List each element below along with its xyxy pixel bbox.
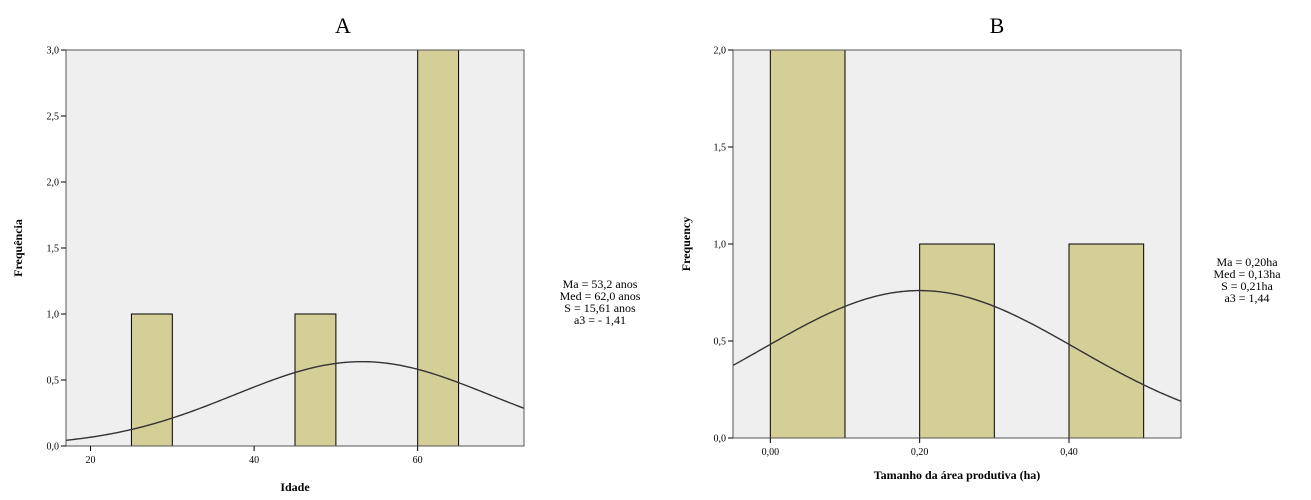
y-tick-label: 1,5 [47,244,60,255]
x-tick-label: 20 [86,455,96,466]
stats-line: Med = 62,0 anos [560,289,641,303]
y-tick-label: 2,0 [47,178,60,189]
y-tick-label: 2,0 [714,46,727,57]
y-tick-label: 1,0 [714,240,727,251]
panel-a: A 0,0 0,5 1,0 1,5 2,0 2,5 3,0 20 40 60 Idade Frequên… [11,13,641,494]
y-axis-title: Frequência [11,219,25,277]
x-tick-label: 0,40 [1060,447,1078,458]
y-tick-label: 1,0 [47,310,60,321]
stats-line: a3 = - 1,41 [574,313,626,327]
stats-line: S = 15,61 anos [564,301,636,315]
y-tick-label: 0,0 [714,434,727,445]
histogram-bar [769,49,846,439]
panel-label: A [335,13,351,38]
stats-line: S = 0,21ha [1221,279,1273,293]
stats-line: Ma = 53,2 anos [563,277,638,291]
x-axis-title: Idade [280,480,310,494]
y-tick-label: 0,0 [47,442,60,453]
histogram-bar [294,313,337,447]
panel-b: B 0,0 0,5 1,0 1,5 2,0 0,00 0,20 0,40 Tamanho da á… [679,13,1281,482]
stats-line: a3 = 1,44 [1224,291,1269,305]
histogram-bar [919,243,995,439]
x-axis-title: Tamanho da área produtiva (ha) [874,468,1040,482]
y-tick-label: 2,5 [47,112,60,123]
histogram-bar [1068,243,1145,439]
x-tick-label: 60 [413,455,423,466]
x-tick-label: 0,00 [762,447,780,458]
histogram-bar [130,313,173,447]
stats-line: Ma = 0,20ha [1216,255,1278,269]
y-tick-label: 3,0 [47,46,60,57]
y-tick-label: 0,5 [714,337,727,348]
normal-curve [733,289,1181,402]
y-tick-label: 0,5 [47,376,60,387]
x-tick-label: 40 [249,455,259,466]
x-tick-label: 0,20 [911,447,929,458]
y-tick-label: 1,5 [714,143,727,154]
normal-curve [66,360,524,441]
y-axis-title: Frequency [679,217,693,271]
panel-label: B [990,13,1005,38]
histogram-bar [417,49,460,447]
stats-line: Med = 0,13ha [1213,267,1281,281]
